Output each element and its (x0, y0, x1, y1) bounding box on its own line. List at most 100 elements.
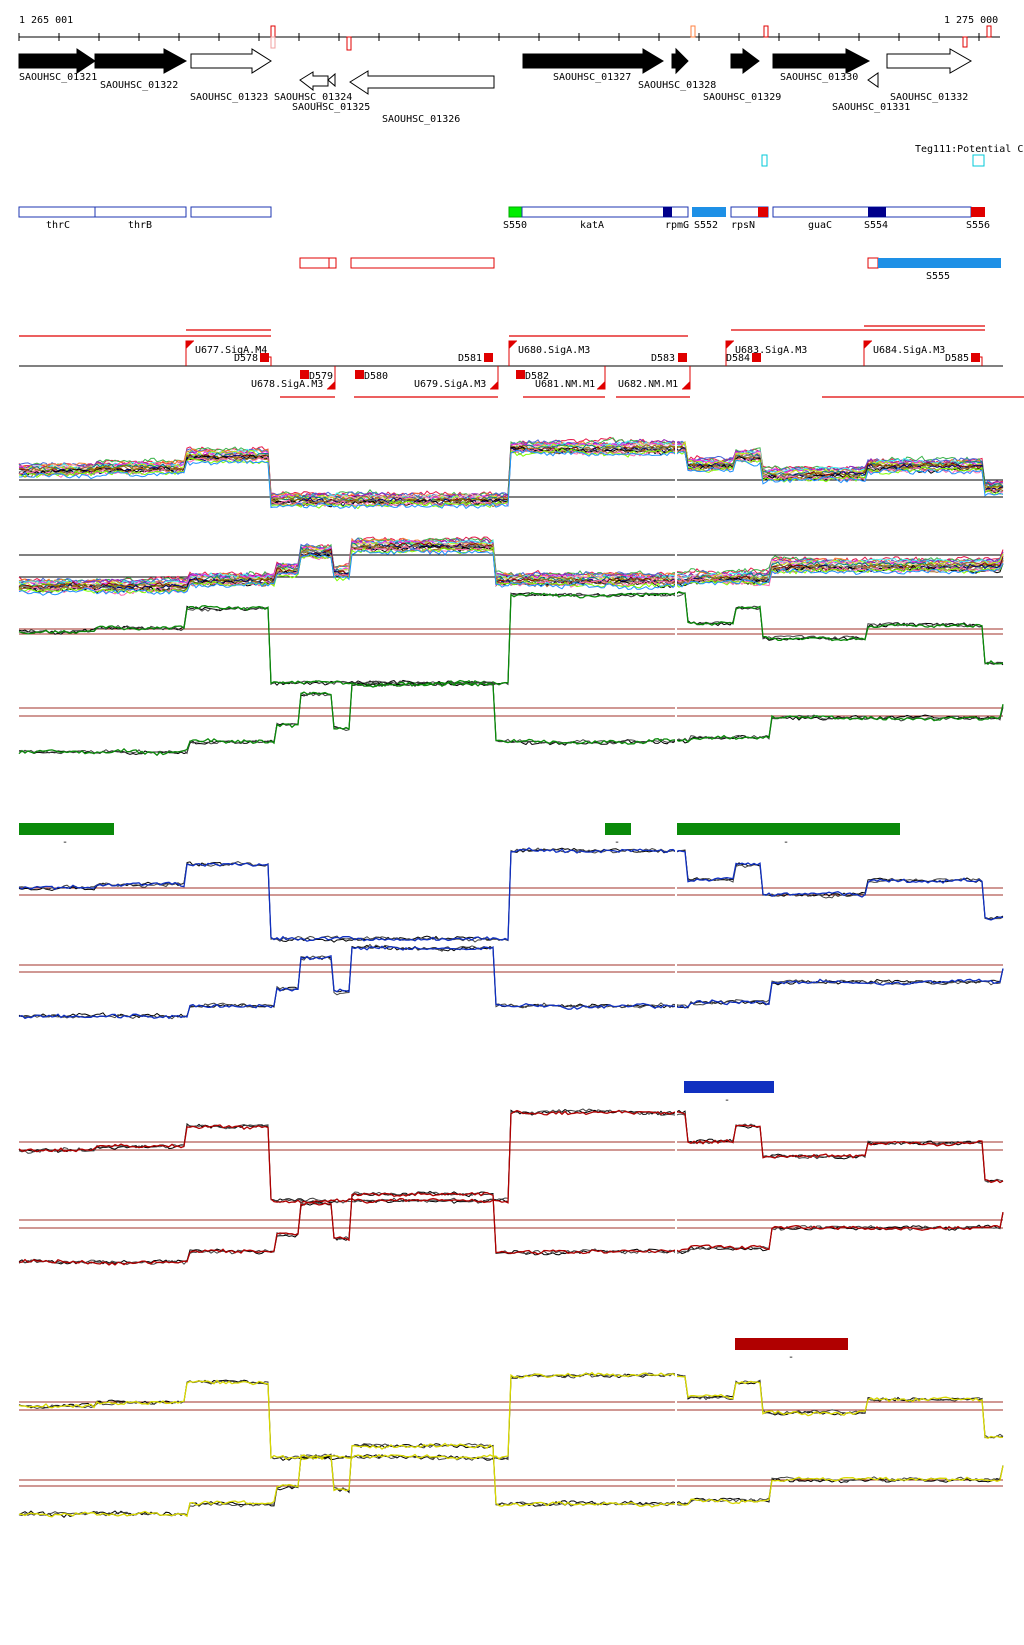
expression-line (18, 545, 1004, 596)
terminator-marker[interactable] (300, 370, 309, 379)
expression-tracks (18, 436, 1004, 1520)
promoter-upper[interactable]: U683.SigA.M3 (725, 340, 807, 366)
promoter-lower[interactable]: U681.NM.M1 (535, 366, 606, 390)
condition-bar-label: - (724, 1095, 730, 1106)
reverse-segment[interactable] (299, 257, 330, 269)
segment-label: S556 (966, 220, 990, 231)
promoter-upper[interactable]: U684.SigA.M3 (863, 340, 945, 366)
terminator-marker[interactable] (971, 353, 980, 362)
potential-track: Teg111:Potential C (761, 144, 1023, 167)
gene-label: SAOUHSC_01321 (19, 72, 97, 83)
expression-line (18, 1191, 1004, 1266)
segment-label: S555 (926, 271, 950, 282)
gene-label: SAOUHSC_01325 (292, 102, 370, 113)
reverse-segment[interactable] (867, 257, 879, 269)
condition-bar[interactable] (605, 823, 631, 835)
condition-bar[interactable] (684, 1081, 774, 1093)
promoter-label: U680.SigA.M3 (518, 345, 590, 356)
gene-arrow[interactable] (886, 48, 973, 74)
gene-arrow[interactable] (349, 70, 495, 95)
promoter-lower[interactable]: U678.SigA.M3 (251, 366, 336, 390)
segment-box[interactable] (868, 207, 886, 217)
terminator-label: D579 (309, 371, 333, 382)
gene-arrow[interactable] (867, 72, 879, 88)
reverse-segment[interactable] (878, 258, 1001, 268)
gene-label: SAOUHSC_01330 (780, 72, 858, 83)
promoter-lower[interactable]: U679.SigA.M3 (414, 366, 499, 390)
gene-label: SAOUHSC_01328 (638, 80, 716, 91)
segment-box[interactable] (508, 206, 523, 218)
gene-label: SAOUHSC_01323 (190, 92, 268, 103)
terminator-marker[interactable] (260, 353, 269, 362)
promoter-upper[interactable]: U677.SigA.M4 (185, 340, 267, 366)
terminator-marker[interactable] (484, 353, 493, 362)
gene-label: SAOUHSC_01331 (832, 102, 910, 113)
gene-arrow[interactable] (772, 48, 871, 74)
terminator-label: D583 (651, 353, 675, 364)
operon-label: thrB (128, 220, 152, 231)
terminator-marker[interactable] (678, 353, 687, 362)
reverse-segment[interactable] (350, 257, 495, 269)
operon-label: guaC (808, 220, 832, 231)
gene-arrow[interactable] (299, 71, 329, 92)
potential-marker[interactable] (972, 154, 985, 167)
promoter-upper[interactable]: U680.SigA.M3 (508, 340, 590, 366)
promoter-label: U682.NM.M1 (618, 379, 678, 390)
segment-box[interactable] (758, 207, 768, 217)
promoter-label: U683.SigA.M3 (735, 345, 807, 356)
gene-arrow[interactable] (190, 48, 272, 74)
expression-line (18, 1442, 1004, 1518)
condition-bar[interactable] (19, 823, 114, 835)
expression-line (18, 847, 1004, 942)
ruler-markers (270, 25, 992, 51)
promoter-lower[interactable]: U682.NM.M1 (618, 366, 691, 390)
condition-bar[interactable] (735, 1338, 848, 1350)
ruler-start-label: 1 265 001 (19, 15, 73, 26)
gene-arrow[interactable] (730, 48, 760, 74)
operon-label: thrC (46, 220, 70, 231)
gene-arrow[interactable] (522, 48, 664, 74)
potential-label: Teg111:Potential C (915, 144, 1023, 155)
expression-line (18, 1109, 1004, 1204)
operon-labels: thrC thrB S550 katA rpmG S552 rpsN guaC … (46, 220, 990, 231)
terminator-label: D578 (234, 353, 258, 364)
segment-box[interactable] (692, 207, 726, 217)
coordinate-ruler: 1 265 001 1 275 000 (18, 15, 1000, 51)
gene-label: SAOUHSC_01322 (100, 80, 178, 91)
expression-line (18, 447, 1004, 510)
promoter-label: U681.NM.M1 (535, 379, 595, 390)
segment-label: S552 (694, 220, 718, 231)
reverse-segment[interactable] (328, 257, 337, 269)
operon-label: rpsN (731, 220, 755, 231)
ruler-end-label: 1 275 000 (944, 15, 998, 26)
terminator-marker[interactable] (516, 370, 525, 379)
terminator-label: D585 (945, 353, 969, 364)
gene-label: SAOUHSC_01329 (703, 92, 781, 103)
segment-label: S554 (864, 220, 888, 231)
gene-arrow[interactable] (327, 72, 336, 88)
condition-bar[interactable] (677, 823, 900, 835)
expression-line (18, 448, 1004, 510)
expression-line (18, 537, 1004, 585)
segment-box[interactable] (663, 207, 672, 217)
condition-bar-label: - (783, 837, 789, 848)
terminator-marker[interactable] (355, 370, 364, 379)
operon-box[interactable] (18, 206, 187, 218)
terminator-marker[interactable] (752, 353, 761, 362)
ruler-ticks (18, 33, 980, 41)
condition-bars: - - - - - (19, 823, 900, 1363)
gene-arrow[interactable] (671, 47, 689, 75)
segment-box[interactable] (971, 207, 985, 217)
gene-arrow[interactable] (94, 48, 188, 74)
operon-box[interactable] (521, 206, 689, 218)
operon-box[interactable] (190, 206, 272, 218)
gene-labels: SAOUHSC_01321 SAOUHSC_01322 SAOUHSC_0132… (19, 72, 968, 125)
condition-bar-label: - (62, 837, 68, 848)
expression-line (18, 1191, 1004, 1266)
gene-arrow[interactable] (18, 48, 96, 74)
promoter-label: U677.SigA.M4 (195, 345, 267, 356)
expression-line (18, 590, 1004, 688)
gene-track (18, 47, 973, 95)
potential-marker[interactable] (761, 154, 768, 167)
